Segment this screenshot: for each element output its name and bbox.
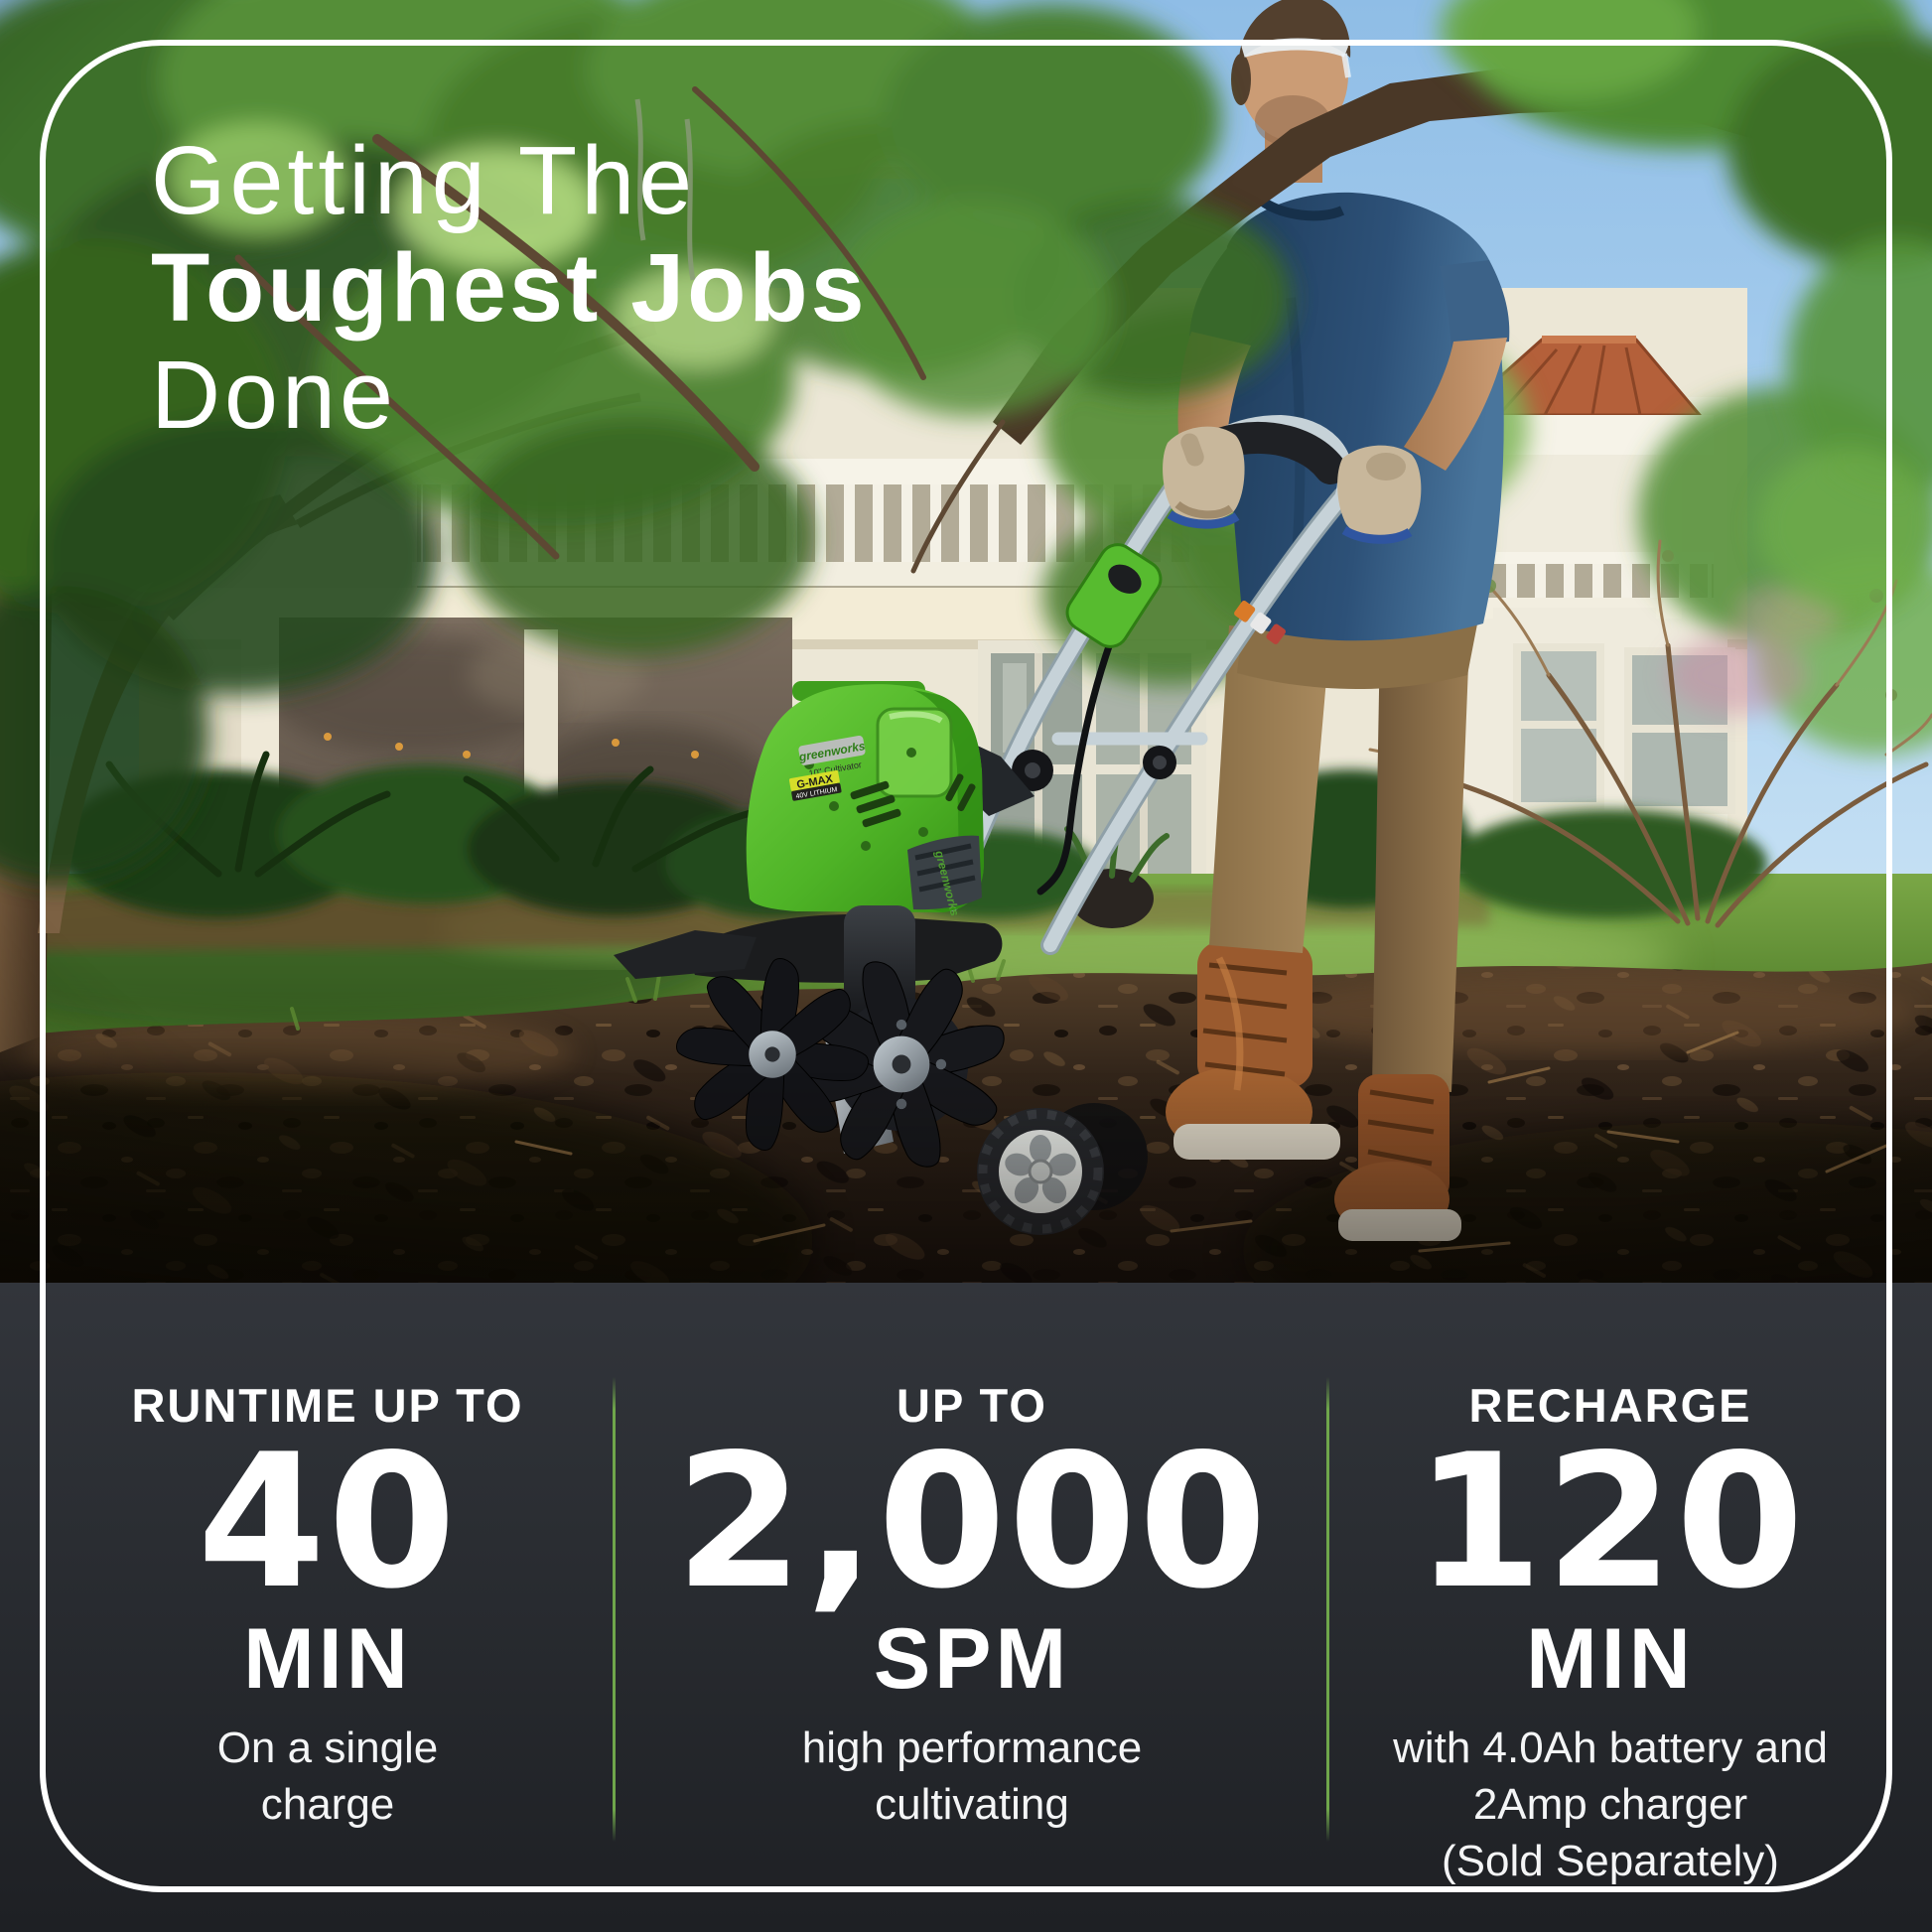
stat-recharge-caption: with 4.0Ah battery and 2Amp charger (Sol… xyxy=(1393,1724,1828,1885)
headline-line3: Done xyxy=(151,341,397,449)
stat-spm: UP TO 2,000 SPM high performance cultiva… xyxy=(616,1283,1328,1932)
stat-runtime: RUNTIME UP TO 40 MIN On a single charge xyxy=(40,1283,616,1932)
stat-spm-label: UP TO xyxy=(897,1379,1047,1432)
vignette xyxy=(0,0,1932,1283)
stat-runtime-label: RUNTIME UP TO xyxy=(131,1379,524,1432)
headline-line1: Getting The xyxy=(151,126,697,234)
stat-recharge: RECHARGE 120 MIN with 4.0Ah battery and … xyxy=(1328,1283,1892,1932)
stat-runtime-caption: On a single charge xyxy=(216,1724,439,1829)
stat-spm-value: 2,000 xyxy=(674,1414,1270,1629)
garden-photo: greenworks 10" Cultivator G-MAX 40V LITH… xyxy=(0,0,1932,1283)
headline: Getting The Toughest Jobs Done xyxy=(151,127,868,449)
stat-recharge-unit: MIN xyxy=(1526,1611,1695,1707)
stat-recharge-label: RECHARGE xyxy=(1468,1379,1752,1432)
stat-runtime-value: 40 xyxy=(197,1414,459,1629)
stat-recharge-value: 120 xyxy=(1414,1414,1807,1629)
divider-right xyxy=(1326,1377,1329,1842)
divider-left xyxy=(613,1377,616,1842)
stats-panel: RUNTIME UP TO 40 MIN On a single charge … xyxy=(0,1283,1932,1932)
stat-spm-unit: SPM xyxy=(873,1611,1071,1707)
stat-spm-caption: high performance cultivating xyxy=(801,1724,1143,1829)
stat-runtime-unit: MIN xyxy=(243,1611,412,1707)
headline-line2: Toughest Jobs xyxy=(151,233,868,342)
